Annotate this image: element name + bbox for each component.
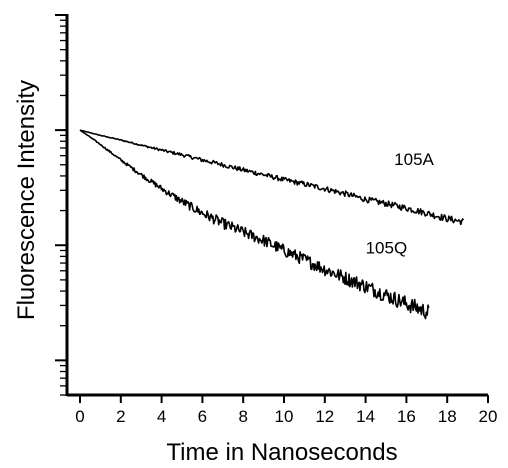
- series-label: 105A: [394, 150, 434, 169]
- x-tick-label: 18: [438, 407, 457, 426]
- x-tick-label: 2: [116, 407, 125, 426]
- x-tick-label: 0: [75, 407, 84, 426]
- x-tick-label: 14: [356, 407, 375, 426]
- y-axis-title: Fluorescence Intensity: [13, 80, 40, 320]
- x-axis-title: Time in Nanoseconds: [166, 439, 397, 466]
- x-tick-label: 8: [238, 407, 247, 426]
- series-label: 105Q: [366, 238, 408, 257]
- x-tick-label: 4: [157, 407, 166, 426]
- x-tick-label: 12: [315, 407, 334, 426]
- x-tick-label: 16: [397, 407, 416, 426]
- x-tick-label: 6: [198, 407, 207, 426]
- x-tick-label: 10: [275, 407, 294, 426]
- x-tick-label: 20: [479, 407, 498, 426]
